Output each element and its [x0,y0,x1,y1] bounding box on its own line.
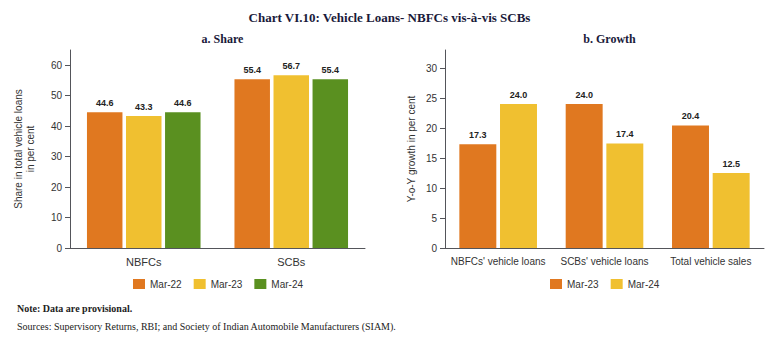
svg-text:NBFCs' vehicle loans: NBFCs' vehicle loans [451,256,546,267]
svg-text:24.0: 24.0 [575,90,593,100]
svg-text:Chart VI.10: Vehicle Loans- NB: Chart VI.10: Vehicle Loans- NBFCs vis-à-… [249,10,531,25]
svg-text:Total vehicle sales: Total vehicle sales [670,256,751,267]
svg-text:SCBs' vehicle loans: SCBs' vehicle loans [560,256,648,267]
svg-text:Mar-22: Mar-22 [150,279,182,290]
svg-text:44.6: 44.6 [174,98,192,108]
svg-text:Mar-24: Mar-24 [271,279,303,290]
svg-text:10: 10 [51,212,63,223]
svg-text:Note: Data are provisional.: Note: Data are provisional. [17,303,133,314]
svg-text:43.3: 43.3 [135,102,153,112]
svg-text:5: 5 [431,213,437,224]
svg-text:Mar-23: Mar-23 [211,279,243,290]
svg-text:12.5: 12.5 [722,159,740,169]
svg-text:40: 40 [51,121,63,132]
svg-text:24.0: 24.0 [510,90,528,100]
svg-text:20: 20 [51,182,63,193]
svg-text:15: 15 [426,153,438,164]
svg-text:30: 30 [426,63,438,74]
svg-text:SCBs: SCBs [277,256,306,268]
svg-text:56.7: 56.7 [282,61,300,71]
svg-text:55.4: 55.4 [322,65,340,75]
svg-text:44.6: 44.6 [96,98,114,108]
svg-text:NBFCs: NBFCs [126,256,162,268]
svg-text:Mar-23: Mar-23 [567,279,599,290]
svg-text:a. Share: a. Share [202,32,244,46]
svg-text:Mar-24: Mar-24 [628,279,660,290]
svg-text:20: 20 [426,123,438,134]
svg-text:25: 25 [426,93,438,104]
svg-text:in per cent: in per cent [25,125,36,172]
svg-text:0: 0 [56,243,62,254]
svg-text:Y-o-Y growth in per cent: Y-o-Y growth in per cent [406,95,417,202]
svg-text:10: 10 [426,183,438,194]
svg-text:30: 30 [51,151,63,162]
svg-text:55.4: 55.4 [243,65,261,75]
svg-text:50: 50 [51,90,63,101]
svg-text:60: 60 [51,60,63,71]
svg-text:Share in total vehicle loans: Share in total vehicle loans [13,89,24,209]
svg-text:Sources: Supervisory Returns,: Sources: Supervisory Returns, RBI; and S… [17,321,396,333]
svg-text:20.4: 20.4 [682,111,700,121]
svg-text:b. Growth: b. Growth [583,32,636,46]
svg-text:17.3: 17.3 [469,130,487,140]
svg-text:17.4: 17.4 [616,129,634,139]
svg-text:0: 0 [431,243,437,254]
